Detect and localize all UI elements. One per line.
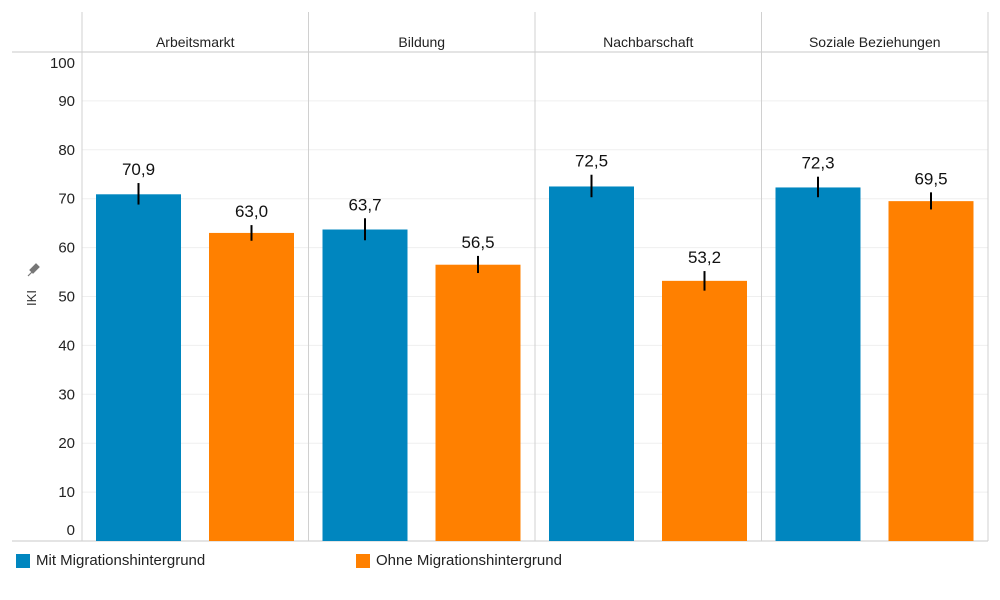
bar-1-1	[435, 264, 521, 541]
y-tick-label: 60	[58, 240, 75, 257]
y-tick-label: 40	[58, 337, 75, 354]
bar-1-3	[888, 201, 974, 541]
data-label: 56,5	[461, 233, 494, 252]
data-label: 53,2	[688, 248, 721, 267]
data-label: 72,3	[801, 154, 834, 173]
bar-1-2	[662, 280, 747, 541]
bar-1-0	[209, 232, 294, 541]
y-tick-label: 100	[50, 55, 75, 72]
legend-swatch-mit	[16, 553, 30, 568]
data-label: 63,7	[348, 195, 381, 214]
y-axis-label: IKI	[24, 290, 39, 306]
panel-header-bildung: Bildung	[398, 34, 445, 50]
pin-icon	[27, 263, 40, 277]
panel-header-arbeitsmarkt: Arbeitsmarkt	[156, 34, 235, 50]
data-label: 72,5	[575, 152, 608, 171]
panel-header-soziale-beziehungen: Soziale Beziehungen	[809, 34, 941, 50]
legend-item-ohne: Ohne Migrationshintergrund	[356, 552, 562, 569]
bar-chart: 0 10 20 30 40 50 60 70 80 90 100 Arbeitsmarkt Bildun…	[12, 12, 989, 542]
y-tick-label: 30	[58, 386, 75, 403]
legend-swatch-ohne	[356, 553, 370, 568]
y-tick-label: 20	[58, 435, 75, 452]
y-tick-label: 10	[58, 484, 75, 501]
data-label: 63,0	[235, 202, 268, 221]
y-tick-label: 50	[58, 289, 75, 306]
legend-label-mit: Mit Migrationshintergrund	[36, 552, 206, 569]
y-tick-label: 0	[67, 522, 75, 539]
data-label: 70,9	[122, 160, 155, 179]
bar-0-3	[775, 187, 861, 541]
data-label: 69,5	[914, 169, 947, 188]
legend-label-ohne: Ohne Migrationshintergrund	[376, 552, 562, 569]
bar-0-2	[549, 186, 634, 541]
bar-0-0	[96, 194, 181, 541]
y-tick-label: 80	[58, 142, 75, 159]
legend-item-mit: Mit Migrationshintergrund	[16, 552, 205, 569]
bar-0-1	[322, 229, 408, 541]
y-tick-label: 70	[58, 191, 75, 208]
y-tick-label: 90	[58, 93, 75, 110]
panel-header-nachbarschaft: Nachbarschaft	[603, 34, 693, 50]
